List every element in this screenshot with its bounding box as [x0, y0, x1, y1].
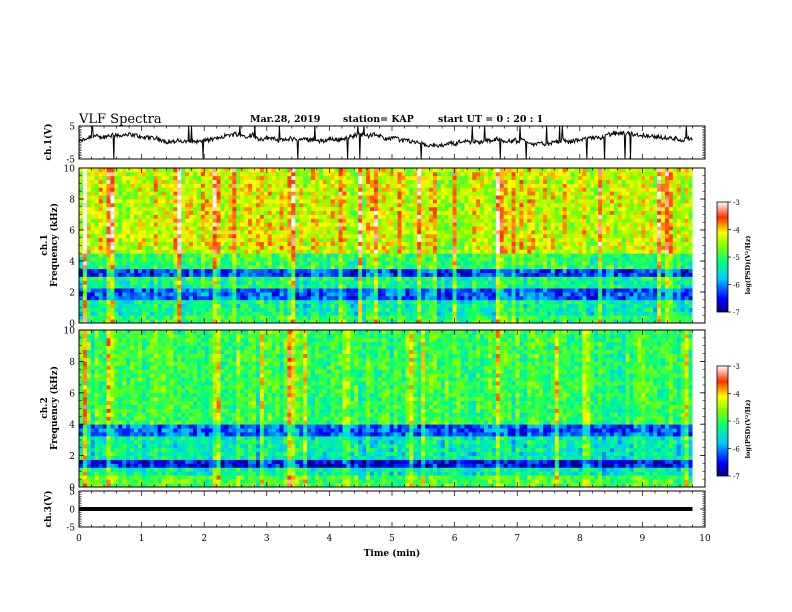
y-tick-label: 5: [69, 488, 75, 498]
ch1-spectrogram-ylabel-channel: ch.1: [40, 234, 50, 255]
ch1-waveform-ylabel: ch.1(V): [43, 124, 54, 161]
y-tick-label: 2: [69, 452, 75, 462]
colorbar-label: log(PSD)(V²/Hz): [744, 236, 752, 295]
y-tick-label: 10: [64, 165, 76, 175]
ch2-colorbar: [716, 365, 729, 477]
start-time-label: start UT = 0 : 20 : 1: [438, 114, 544, 125]
colorbar-tick-label: -3: [733, 199, 740, 207]
x-tick-label: 2: [201, 534, 207, 544]
x-axis-label: Time (min): [364, 548, 421, 559]
y-tick-label: 6: [69, 389, 75, 399]
colorbar-tick-label: -7: [733, 473, 740, 481]
x-tick-label: 4: [327, 534, 333, 544]
y-tick-label: -5: [66, 156, 75, 166]
x-tick-label: 5: [389, 534, 395, 544]
y-tick-label: 8: [69, 358, 75, 368]
ch2-spectrogram-ylabel-channel: ch.2: [40, 397, 50, 418]
ch1-waveform-panel: [78, 125, 706, 160]
x-tick-label: 7: [514, 534, 520, 544]
x-tick-label: 9: [640, 534, 646, 544]
y-tick-label: 10: [64, 327, 76, 337]
colorbar-tick-label: -6: [733, 446, 740, 454]
y-tick-label: -5: [66, 524, 75, 534]
y-tick-label: 2: [69, 289, 75, 299]
colorbar-label: log(PSD)(V²/Hz): [744, 400, 752, 459]
ch1-colorbar: [716, 201, 729, 313]
x-tick-label: 10: [699, 534, 711, 544]
ch2-spectrogram-image: [79, 330, 705, 488]
y-tick-label: 6: [69, 227, 75, 237]
ch3-waveform-trace: [79, 507, 693, 511]
colorbar-tick-label: -6: [733, 282, 740, 290]
y-tick-label: 8: [69, 196, 75, 206]
ch1-spectrogram-ylabel-frequency: Frequency (kHz): [49, 203, 60, 287]
ch1-spectrogram-image: [79, 168, 705, 324]
y-tick-label: 0: [69, 320, 75, 330]
x-tick-label: 8: [577, 534, 583, 544]
colorbar-tick-label: -7: [733, 309, 740, 317]
colorbar-tick-label: -5: [733, 418, 740, 426]
x-tick-label: 0: [76, 534, 82, 544]
ch1-waveform-trace: [78, 125, 693, 160]
y-tick-label: 4: [69, 421, 75, 431]
colorbar-tick-label: -4: [733, 391, 740, 399]
y-tick-label: 5: [69, 123, 75, 133]
x-tick-label: 6: [452, 534, 458, 544]
ch1-spectrogram-panel: [78, 167, 706, 324]
ch2-spectrogram-panel: [78, 329, 706, 488]
y-tick-label: 0: [69, 506, 75, 516]
ch3-waveform-ylabel: ch.3(V): [43, 491, 54, 528]
colorbar-tick-label: -5: [733, 254, 740, 262]
x-tick-label: 1: [139, 534, 145, 544]
station-label: station= KAP: [343, 114, 414, 125]
y-tick-label: 4: [69, 258, 75, 268]
x-tick-label: 3: [264, 534, 270, 544]
chart-title: VLF Spectra: [79, 112, 162, 127]
date-label: Mar.28, 2019: [250, 114, 321, 125]
colorbar-tick-label: -3: [733, 363, 740, 371]
y-tick-label: 0: [69, 484, 75, 494]
ch2-spectrogram-ylabel-frequency: Frequency (kHz): [49, 366, 60, 450]
colorbar-tick-label: -4: [733, 227, 740, 235]
ch3-waveform-panel: [78, 490, 706, 528]
